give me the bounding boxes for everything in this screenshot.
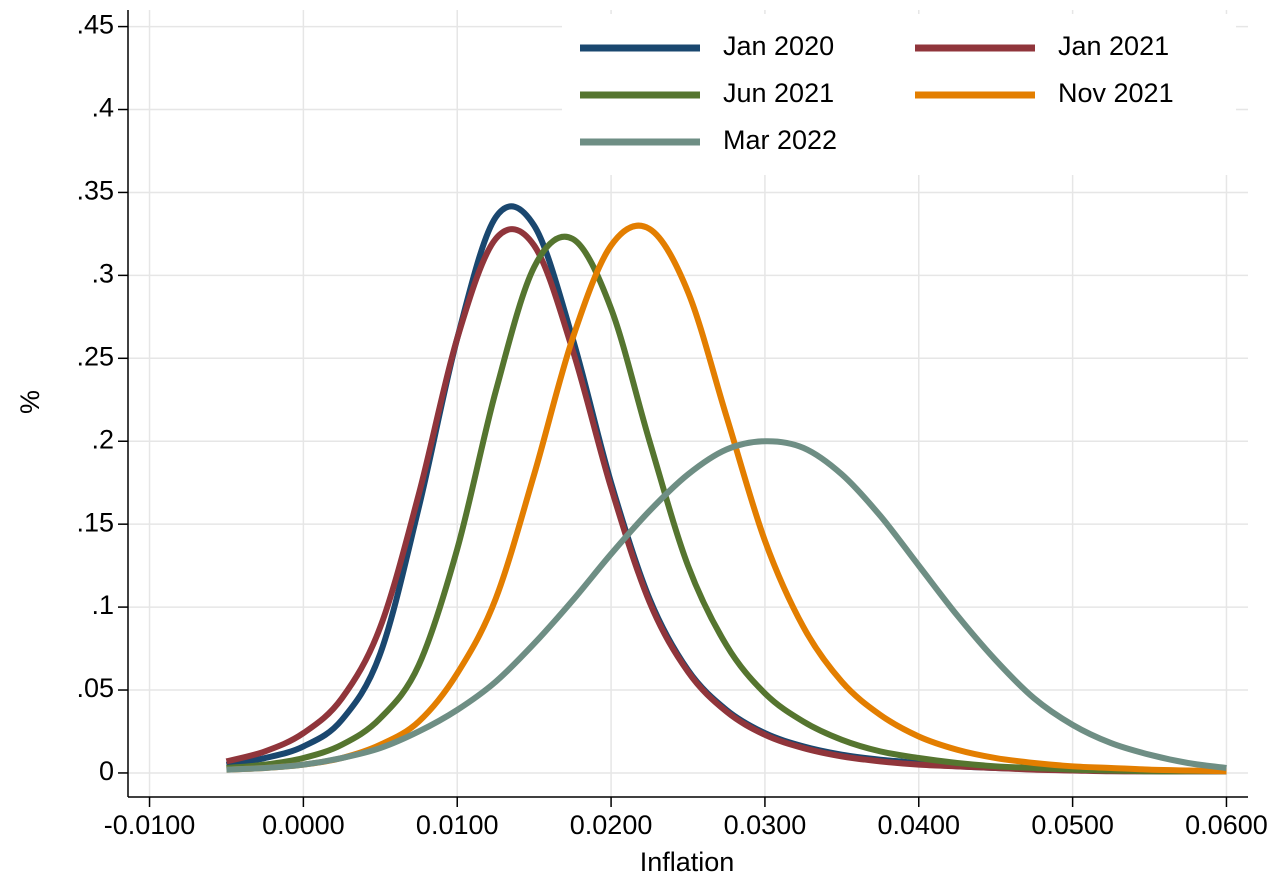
grid	[128, 10, 1248, 797]
x-tick-label: 0.0300	[724, 810, 807, 840]
y-axis-label: %	[15, 390, 45, 414]
y-tick-label: .1	[91, 590, 114, 620]
data-line	[225, 203, 1227, 775]
data-line	[226, 438, 1227, 773]
y-tick-label: .25	[76, 341, 114, 371]
y-tick-label: .2	[91, 424, 114, 454]
x-tick-label: -0.0100	[104, 810, 196, 840]
legend-label: Jan 2020	[723, 31, 834, 61]
y-tick-label: .35	[76, 176, 114, 206]
x-tick-label: 0.0200	[570, 810, 653, 840]
x-tick-label: 0.0100	[416, 810, 499, 840]
y-tick-label: .05	[76, 673, 114, 703]
legend-label: Jun 2021	[723, 78, 834, 108]
x-tick-label: 0.0000	[262, 810, 345, 840]
x-tick-label: 0.0400	[877, 810, 960, 840]
x-axis-label: Inflation	[640, 847, 735, 877]
legend: Jan 2020 Jan 2021 Jun 2021 Nov 2021 Mar 2022	[562, 14, 1236, 175]
y-tick-label: .4	[91, 93, 114, 123]
x-tick-label: 0.0600	[1185, 810, 1268, 840]
legend-label: Mar 2022	[723, 125, 837, 155]
legend-label: Nov 2021	[1058, 78, 1174, 108]
x-tick-label: 0.0500	[1031, 810, 1114, 840]
data-line	[226, 222, 1227, 775]
y-tick-label: .15	[76, 507, 114, 537]
data-line	[226, 233, 1227, 775]
y-tick-label: .45	[76, 10, 114, 40]
y-tick-label: .3	[91, 258, 114, 288]
legend-label: Jan 2021	[1058, 31, 1169, 61]
y-tick-label: 0	[99, 756, 114, 786]
